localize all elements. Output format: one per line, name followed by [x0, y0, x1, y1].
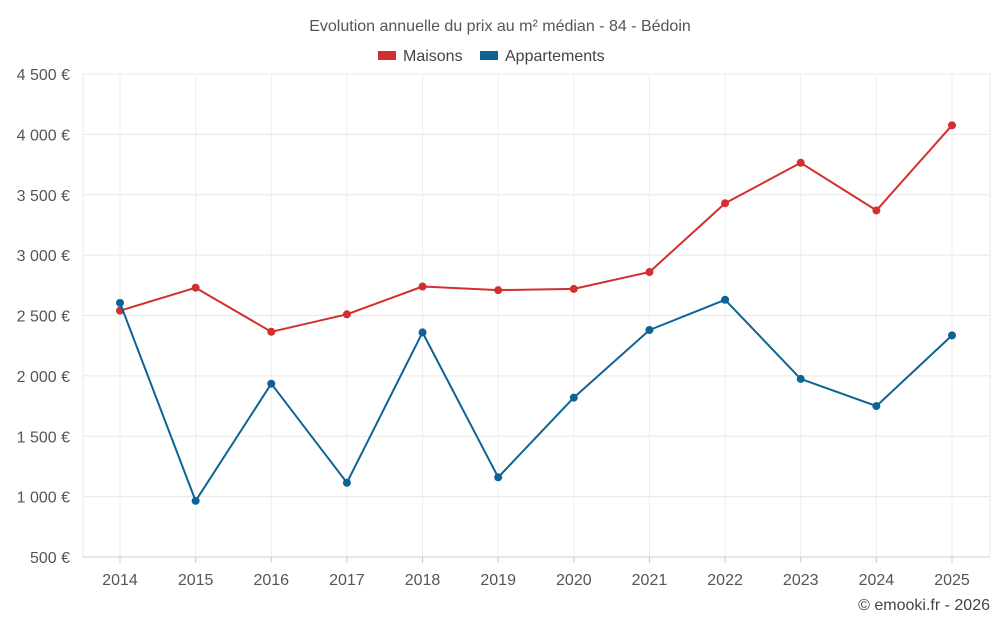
- x-tick-label: 2022: [707, 572, 743, 589]
- x-axis: 2014 2015 2016 2017 2018 2019 2020 2021 2022 2023…: [83, 556, 990, 589]
- x-tick-label: 2020: [556, 572, 592, 589]
- series-maisons: [116, 121, 956, 336]
- y-tick-label: 2 500 €: [17, 309, 70, 326]
- series-appartements: [116, 295, 956, 505]
- series-line-maisons: [119, 124, 953, 333]
- data-point-maisons[interactable]: [418, 282, 427, 291]
- x-tick-label: 2015: [178, 572, 214, 589]
- x-tick-label: 2023: [783, 572, 819, 589]
- data-point-appartements[interactable]: [494, 473, 503, 482]
- y-tick-label: 4 000 €: [17, 127, 70, 144]
- legend-item-appartements[interactable]: Appartements: [480, 48, 605, 65]
- data-point-appartements[interactable]: [418, 328, 427, 337]
- data-point-maisons[interactable]: [796, 158, 805, 167]
- legend-swatch: [480, 51, 498, 60]
- grid: [82, 73, 991, 558]
- series-line-appartements: [119, 298, 953, 502]
- y-tick-label: 1 500 €: [17, 429, 70, 446]
- data-point-appartements[interactable]: [342, 478, 351, 487]
- legend-label: Maisons: [403, 48, 463, 65]
- x-tick-label: 2014: [102, 572, 138, 589]
- data-point-appartements[interactable]: [569, 393, 578, 402]
- y-tick-label: 4 500 €: [17, 67, 70, 84]
- data-point-appartements[interactable]: [872, 402, 881, 411]
- x-tick-label: 2024: [859, 572, 895, 589]
- credit-text: © emooki.fr - 2026: [858, 597, 990, 614]
- y-tick-label: 3 000 €: [17, 248, 70, 265]
- data-point-appartements[interactable]: [796, 374, 805, 383]
- y-tick-label: 3 500 €: [17, 188, 70, 205]
- x-tick-label: 2016: [253, 572, 289, 589]
- data-point-appartements[interactable]: [721, 295, 730, 304]
- legend: Maisons Appartements: [378, 48, 605, 65]
- data-point-maisons[interactable]: [645, 268, 654, 277]
- legend-swatch: [378, 51, 396, 60]
- x-tick-label: 2017: [329, 572, 365, 589]
- data-point-maisons[interactable]: [267, 327, 276, 336]
- y-axis: 500 € 1 000 € 1 500 € 2 000 € 2 500 € 3 000 €…: [17, 67, 70, 567]
- x-tick-label: 2019: [480, 572, 516, 589]
- x-tick-label: 2018: [405, 572, 441, 589]
- data-point-maisons[interactable]: [494, 286, 503, 295]
- y-tick-label: 500 €: [30, 550, 70, 567]
- series-layer: [116, 121, 956, 505]
- y-tick-label: 2 000 €: [17, 369, 70, 386]
- data-point-appartements[interactable]: [191, 496, 200, 505]
- x-tick-label: 2025: [934, 572, 970, 589]
- legend-label: Appartements: [505, 48, 605, 65]
- legend-item-maisons[interactable]: Maisons: [378, 48, 463, 65]
- data-point-appartements[interactable]: [645, 325, 654, 334]
- x-tick-label: 2021: [632, 572, 668, 589]
- data-point-maisons[interactable]: [191, 283, 200, 292]
- data-point-appartements[interactable]: [116, 298, 124, 307]
- data-point-maisons[interactable]: [948, 121, 956, 130]
- data-point-maisons[interactable]: [721, 199, 730, 208]
- data-point-maisons[interactable]: [872, 206, 881, 215]
- data-point-maisons[interactable]: [569, 284, 578, 293]
- chart-title: Evolution annuelle du prix au m² médian …: [309, 18, 691, 35]
- data-point-appartements[interactable]: [948, 331, 956, 340]
- data-point-maisons[interactable]: [342, 310, 351, 319]
- data-point-appartements[interactable]: [267, 379, 276, 388]
- y-tick-label: 1 000 €: [17, 490, 70, 507]
